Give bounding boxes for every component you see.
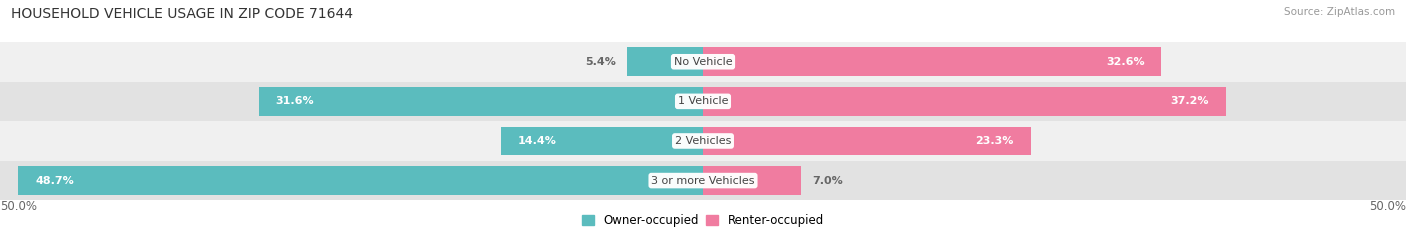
Text: Source: ZipAtlas.com: Source: ZipAtlas.com <box>1284 7 1395 17</box>
Text: 48.7%: 48.7% <box>35 176 75 185</box>
Bar <box>0 121 1406 161</box>
Bar <box>0 82 1406 121</box>
Legend: Owner-occupied, Renter-occupied: Owner-occupied, Renter-occupied <box>582 214 824 227</box>
Bar <box>18 166 703 195</box>
Text: HOUSEHOLD VEHICLE USAGE IN ZIP CODE 71644: HOUSEHOLD VEHICLE USAGE IN ZIP CODE 7164… <box>11 7 353 21</box>
Bar <box>0 161 1406 200</box>
Bar <box>0 42 1406 82</box>
Bar <box>703 87 1226 116</box>
Text: 31.6%: 31.6% <box>276 96 314 106</box>
Bar <box>259 87 703 116</box>
Bar <box>703 127 1031 155</box>
Bar <box>703 166 801 195</box>
Bar <box>703 48 1161 76</box>
Text: No Vehicle: No Vehicle <box>673 57 733 67</box>
Text: 5.4%: 5.4% <box>585 57 616 67</box>
Bar <box>501 127 703 155</box>
Text: 23.3%: 23.3% <box>976 136 1014 146</box>
Text: 37.2%: 37.2% <box>1171 96 1209 106</box>
Text: 14.4%: 14.4% <box>517 136 557 146</box>
Text: 3 or more Vehicles: 3 or more Vehicles <box>651 176 755 185</box>
Bar <box>627 48 703 76</box>
Text: 32.6%: 32.6% <box>1107 57 1144 67</box>
Text: 1 Vehicle: 1 Vehicle <box>678 96 728 106</box>
Text: 2 Vehicles: 2 Vehicles <box>675 136 731 146</box>
Text: 50.0%: 50.0% <box>0 200 37 213</box>
Text: 50.0%: 50.0% <box>1369 200 1406 213</box>
Text: 7.0%: 7.0% <box>813 176 844 185</box>
